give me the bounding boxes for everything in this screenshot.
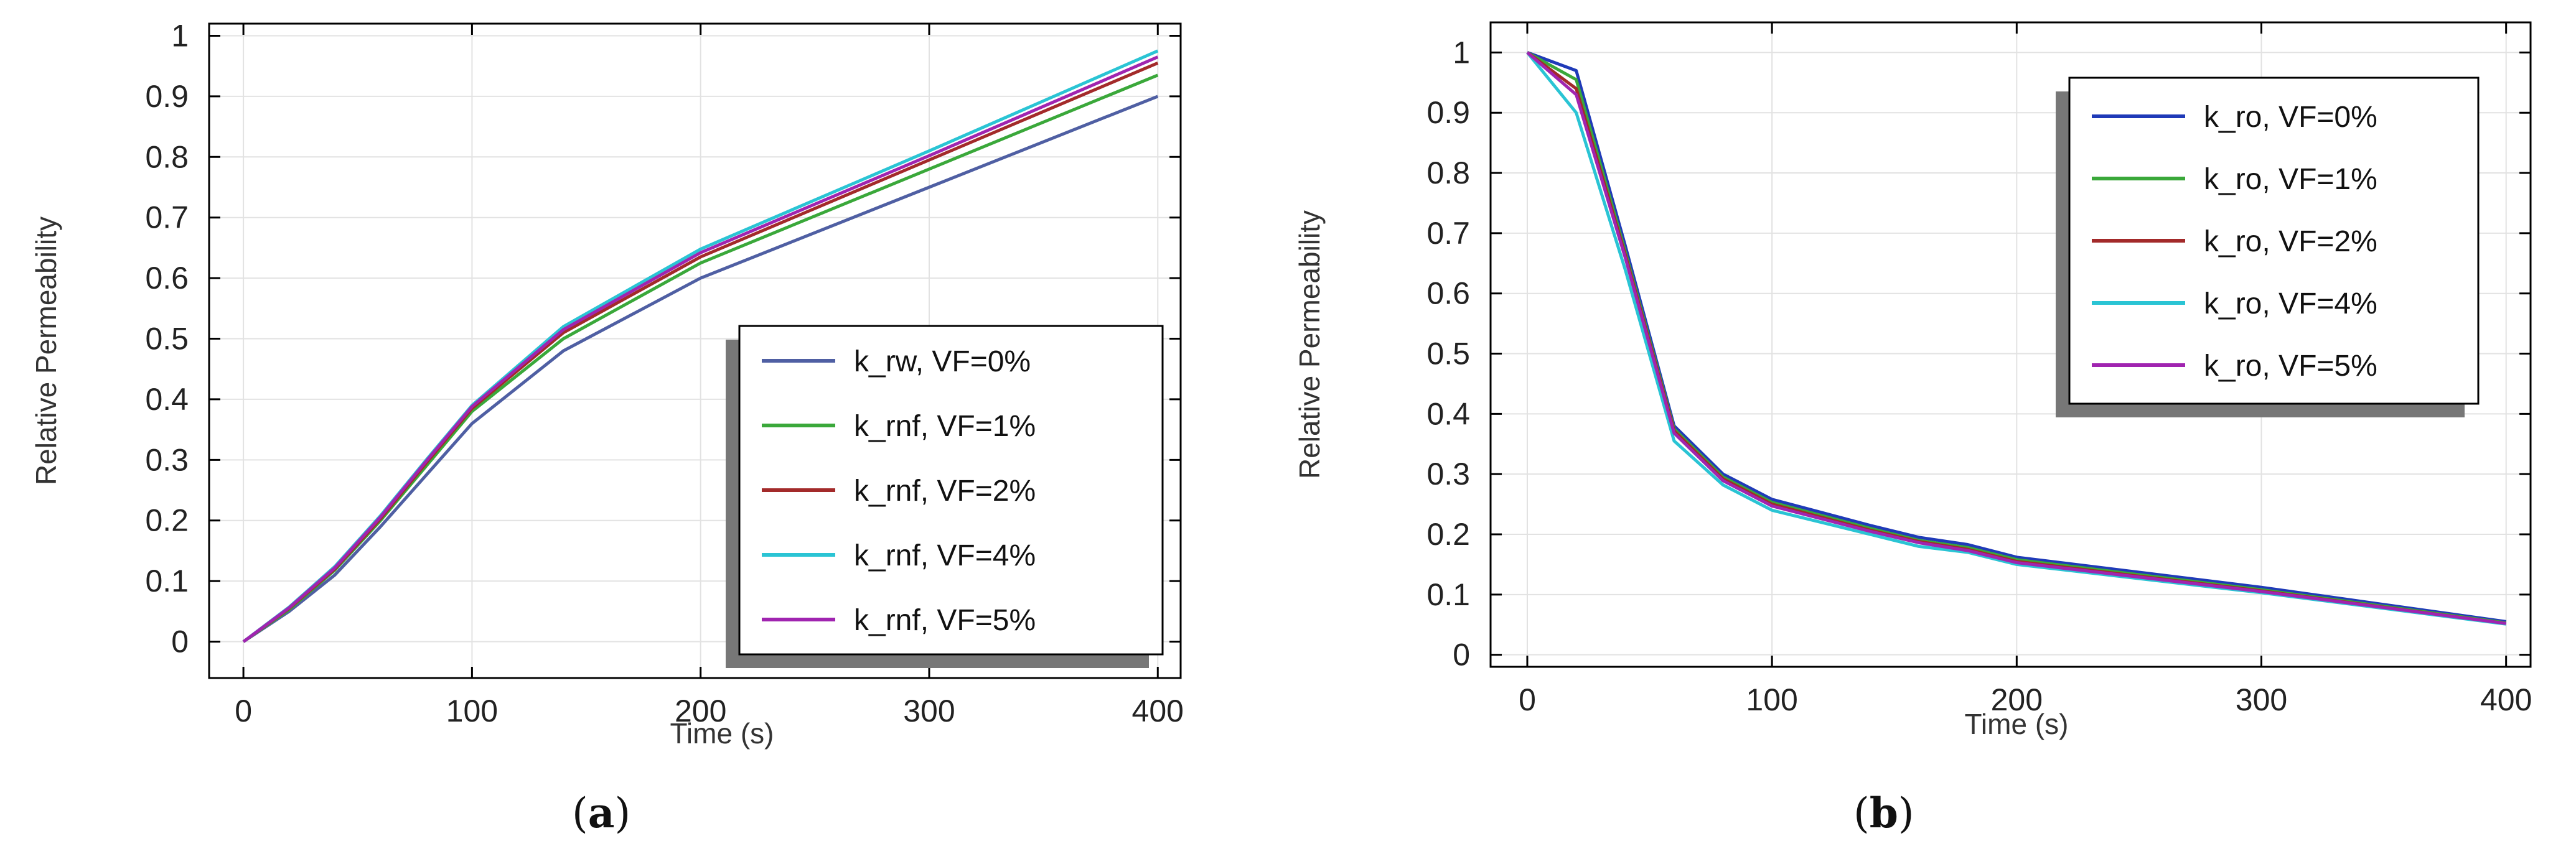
- y-tick-label-1: 0.1: [1426, 577, 1470, 612]
- series-line-4: [242, 55, 1159, 643]
- legend: k_rw, VF=0% k_rnf, VF=1% k_rnf, VF=2% k_rnf…: [726, 325, 1164, 668]
- legend-label-4: k_ro, VF=5%: [2204, 350, 2377, 383]
- y-tick-label-6: 0.6: [145, 261, 189, 295]
- axes-frame: [1489, 21, 2532, 668]
- legend-label-0: k_rw, VF=0%: [854, 345, 1031, 378]
- y-tick-label-10: 1: [171, 18, 189, 53]
- x-tick-label-2: 200: [1991, 682, 2043, 717]
- y-tick-label-5: 0.5: [1426, 337, 1470, 371]
- x-tick-label-0: 0: [1519, 682, 1536, 717]
- x-tick-label-4: 400: [2480, 682, 2532, 717]
- legend-label-1: k_rnf, VF=1%: [854, 410, 1036, 443]
- y-axis-label: Relative Permeability: [30, 216, 62, 485]
- y-axis-label: Relative Permeability: [1293, 210, 1326, 479]
- y-tick-label-9: 0.9: [145, 79, 189, 114]
- x-tick-label-3: 300: [2236, 682, 2287, 717]
- y-tick-label-0: 0: [1453, 638, 1470, 672]
- legend-label-3: k_rnf, VF=4%: [854, 539, 1036, 572]
- chart-panel-a: 0 100 200 300 400 0 0.1 0.2 0.3 0.4 0.5 0.6 0.7 0.8 0.…: [30, 18, 1184, 750]
- y-tick-label-6: 0.6: [1426, 276, 1470, 311]
- chart-panel-b: 0 100 200 300 400 0 0.1 0.2 0.3 0.4 0.5 0.6 0.7 0.8 0.…: [1293, 21, 2532, 740]
- y-tick-label-10: 1: [1453, 35, 1470, 70]
- x-tick-label-1: 100: [446, 694, 498, 728]
- y-tick-label-3: 0.3: [145, 442, 189, 477]
- caption-a: (a): [572, 789, 631, 837]
- legend-label-4: k_rnf, VF=5%: [854, 604, 1036, 637]
- x-tick-label-3: 300: [903, 694, 955, 728]
- x-tick-label-0: 0: [235, 694, 252, 728]
- y-tick-label-8: 0.8: [145, 139, 189, 174]
- y-tick-label-5: 0.5: [145, 322, 189, 356]
- caption-b: (b): [1853, 789, 1914, 837]
- caption-a-letter: a: [588, 789, 615, 837]
- y-tick-label-2: 0.2: [145, 503, 189, 538]
- x-axis-label: Time (s): [670, 717, 774, 750]
- series-line-0: [1527, 51, 2507, 623]
- x-axis-label: Time (s): [1965, 708, 2069, 740]
- y-tick-label-1: 0.1: [145, 564, 189, 598]
- series-line-0: [242, 95, 1159, 643]
- y-tick-label-7: 0.7: [1426, 216, 1470, 251]
- legend-label-2: k_rnf, VF=2%: [854, 475, 1036, 508]
- y-tick-label-8: 0.8: [1426, 156, 1470, 190]
- y-tick-label-4: 0.4: [145, 382, 189, 417]
- legend-label-0: k_ro, VF=0%: [2204, 101, 2377, 134]
- y-tick-label-3: 0.3: [1426, 457, 1470, 491]
- x-tick-label-1: 100: [1746, 682, 1797, 717]
- legend-label-2: k_ro, VF=2%: [2204, 225, 2377, 258]
- y-tick-label-0: 0: [171, 625, 189, 659]
- legend-label-3: k_ro, VF=4%: [2204, 287, 2377, 320]
- legend: k_ro, VF=0% k_ro, VF=1% k_ro, VF=2% k_ro, V…: [2056, 77, 2480, 417]
- y-tick-label-7: 0.7: [145, 200, 189, 235]
- y-tick-label-9: 0.9: [1426, 95, 1470, 130]
- series-line-3: [1526, 51, 2507, 626]
- series-line-4: [1526, 51, 2507, 625]
- y-tick-label-4: 0.4: [1426, 396, 1470, 431]
- caption-b-letter: b: [1869, 789, 1898, 837]
- x-tick-label-2: 200: [675, 694, 726, 728]
- axes-frame: [208, 22, 1182, 679]
- y-tick-label-2: 0.2: [1426, 517, 1470, 552]
- x-tick-label-4: 400: [1132, 694, 1184, 728]
- legend-label-1: k_ro, VF=1%: [2204, 163, 2377, 196]
